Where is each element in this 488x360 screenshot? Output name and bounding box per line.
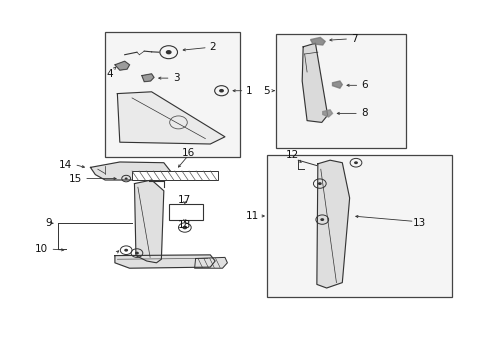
Circle shape	[317, 182, 321, 185]
Text: 9: 9	[45, 218, 52, 228]
Text: 13: 13	[412, 218, 426, 228]
Polygon shape	[134, 180, 163, 263]
Polygon shape	[115, 61, 129, 70]
Polygon shape	[316, 160, 349, 288]
Polygon shape	[115, 255, 215, 268]
Polygon shape	[302, 43, 327, 122]
Circle shape	[182, 226, 187, 229]
Polygon shape	[90, 162, 171, 180]
Polygon shape	[332, 81, 342, 88]
Polygon shape	[310, 37, 325, 45]
Polygon shape	[322, 110, 332, 117]
Text: 14: 14	[59, 159, 72, 170]
Text: 6: 6	[360, 80, 367, 90]
Text: 8: 8	[360, 108, 367, 118]
Polygon shape	[194, 257, 227, 268]
Text: 5: 5	[263, 86, 269, 96]
Bar	[168, 204, 203, 220]
Bar	[266, 155, 451, 297]
Circle shape	[353, 161, 357, 164]
Bar	[105, 32, 239, 157]
Text: 7: 7	[350, 34, 357, 44]
Bar	[132, 171, 217, 180]
Circle shape	[124, 249, 128, 252]
Text: 18: 18	[178, 220, 191, 230]
Text: 1: 1	[245, 86, 252, 96]
Polygon shape	[142, 74, 154, 82]
Text: 3: 3	[172, 73, 179, 83]
Polygon shape	[117, 92, 224, 144]
Circle shape	[320, 218, 324, 221]
Text: 17: 17	[178, 195, 191, 205]
Text: 2: 2	[209, 42, 216, 52]
Text: 10: 10	[35, 244, 48, 254]
Circle shape	[124, 177, 127, 180]
Circle shape	[135, 252, 139, 255]
Text: 15: 15	[69, 174, 82, 184]
Circle shape	[219, 89, 224, 93]
Text: 4: 4	[106, 69, 113, 79]
Circle shape	[165, 50, 171, 54]
Text: 11: 11	[245, 211, 259, 221]
Text: 16: 16	[181, 148, 195, 158]
Bar	[276, 34, 405, 148]
Text: 12: 12	[285, 150, 299, 160]
